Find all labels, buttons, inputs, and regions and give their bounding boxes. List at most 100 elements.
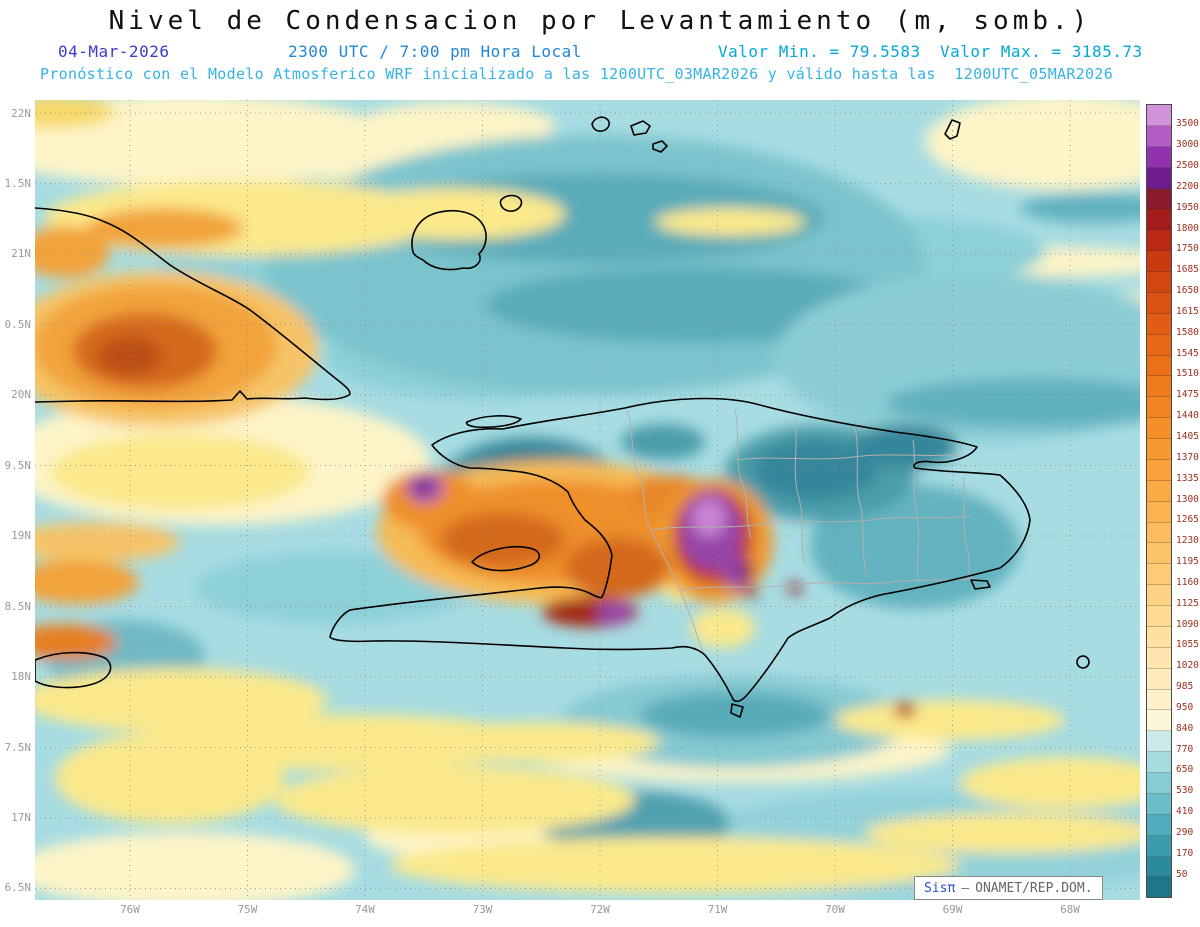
colorbar-segment — [1147, 459, 1171, 481]
coastline-caicos-b — [630, 120, 651, 136]
colorbar-segment — [1147, 731, 1171, 753]
colorbar-segment — [1147, 251, 1171, 272]
coastline-saona-island — [970, 579, 991, 590]
colorbar-label: 1230 — [1176, 535, 1199, 547]
colorbar-segment — [1147, 522, 1171, 544]
colorbar-segment — [1147, 543, 1171, 565]
colorbar-label: 1055 — [1176, 639, 1199, 651]
coastline-tortuga-island — [465, 415, 522, 429]
colorbar-segment — [1147, 793, 1171, 815]
colorbar-segment — [1147, 439, 1171, 460]
forecast-date: 04-Mar-2026 — [58, 42, 170, 61]
lat-label: 7.5N — [4, 740, 32, 754]
lat-label: 20N — [11, 388, 31, 402]
colorbar-label: 3500 — [1176, 118, 1199, 130]
watermark: Sisπ – ONAMET/REP.DOM. — [914, 876, 1103, 900]
colorbar-segment — [1147, 773, 1171, 794]
colorbar-label: 1370 — [1176, 451, 1199, 463]
colorbar-segment — [1147, 877, 1171, 898]
colorbar-label: 1300 — [1176, 493, 1199, 505]
colorbar-segment — [1147, 292, 1171, 314]
colorbar-segment — [1147, 626, 1171, 648]
colorbar-label: 410 — [1176, 806, 1194, 818]
colorbar-label: 1405 — [1176, 430, 1199, 442]
colorbar-segment — [1147, 835, 1171, 857]
colorbar-segment — [1147, 564, 1171, 586]
colorbar-segment — [1147, 355, 1171, 377]
lat-label: 6.5N — [4, 881, 32, 895]
lat-label: 1.5N — [4, 176, 32, 190]
lat-label: 18N — [11, 670, 31, 684]
lon-label: 71W — [707, 903, 728, 916]
lat-label: 19N — [11, 529, 31, 543]
model-init-line: Pronóstico con el Modelo Atmosferico WRF… — [40, 65, 1114, 83]
lon-label: 76W — [120, 903, 140, 916]
grid-lines — [35, 100, 1140, 900]
colorbar-segment — [1147, 105, 1171, 126]
coastline-cuba — [35, 207, 351, 403]
colorbar-segment — [1147, 585, 1171, 606]
colorbar-segment — [1147, 480, 1171, 502]
lon-label: 72W — [590, 903, 610, 916]
colorbar-segment — [1147, 856, 1171, 878]
colorbar-label: 1580 — [1176, 326, 1199, 338]
colorbar-label: 1265 — [1176, 514, 1199, 526]
value-min: Valor Min. = 79.5583 — [718, 42, 921, 61]
lat-label: 0.5N — [4, 317, 32, 331]
colorbar-label: 985 — [1176, 681, 1194, 693]
colorbar-segment — [1147, 814, 1171, 836]
colorbar-segment — [1147, 376, 1171, 398]
color-field — [35, 100, 1140, 900]
colorbar-segment — [1147, 188, 1171, 210]
value-max: Valor Max. = 3185.73 — [940, 42, 1143, 61]
coastline-island-ne — [944, 119, 961, 140]
colorbar-segment — [1147, 125, 1171, 147]
lon-label: 75W — [237, 903, 258, 916]
colorbar-label: 1125 — [1176, 597, 1199, 609]
colorbar-label: 1335 — [1176, 472, 1199, 484]
colorbar-label: 650 — [1176, 764, 1194, 776]
colorbar-segment — [1147, 272, 1171, 293]
colorbar-label: 840 — [1176, 722, 1194, 734]
colorbar-segment — [1147, 668, 1171, 690]
coastline-mona-island — [1076, 655, 1090, 669]
colorbar-label: 1195 — [1176, 556, 1199, 568]
colorbar-label: 290 — [1176, 826, 1194, 838]
lat-label: 21N — [11, 247, 31, 261]
coastlines — [35, 116, 1090, 718]
colorbar-segment — [1147, 501, 1171, 523]
colorbar-label: 770 — [1176, 743, 1194, 755]
colorbar-segment — [1147, 418, 1171, 439]
colorbar-segment — [1147, 710, 1171, 732]
colorbar-segment — [1147, 647, 1171, 669]
colorbar-label: 170 — [1176, 847, 1194, 859]
brand-label: Sisπ — [924, 880, 956, 896]
colorbar-segment — [1147, 230, 1171, 252]
colorbar-label: 530 — [1176, 785, 1194, 797]
colorbar-label: 1685 — [1176, 264, 1199, 276]
colorbar-segment — [1147, 689, 1171, 711]
colorbar-label: 3000 — [1176, 139, 1199, 151]
colorbar-segment — [1147, 397, 1171, 419]
province-borders — [626, 409, 976, 653]
coastline-great-inagua — [411, 209, 487, 271]
page-title: Nivel de Condensacion por Levantamiento … — [108, 6, 1092, 36]
colorbar-segment — [1147, 334, 1171, 356]
colorbar-segment — [1147, 146, 1171, 168]
coastline-beata-island — [730, 703, 744, 718]
coastline-caicos-c — [652, 140, 668, 153]
lon-label: 68W — [1060, 903, 1080, 916]
brand-separator: – — [961, 880, 970, 896]
lon-label: 74W — [355, 903, 375, 916]
colorbar-label: 1090 — [1176, 618, 1199, 630]
colorbar-label: 1800 — [1176, 222, 1199, 234]
lat-label: 22N — [11, 106, 31, 120]
colorbar-label: 950 — [1176, 701, 1194, 713]
coastline-little-inagua — [499, 194, 523, 212]
colorbar — [1146, 104, 1172, 898]
lat-label: 8.5N — [4, 599, 32, 613]
colorbar-segment — [1147, 313, 1171, 335]
colorbar-label: 1545 — [1176, 347, 1199, 359]
colorbar-label: 1650 — [1176, 285, 1199, 297]
